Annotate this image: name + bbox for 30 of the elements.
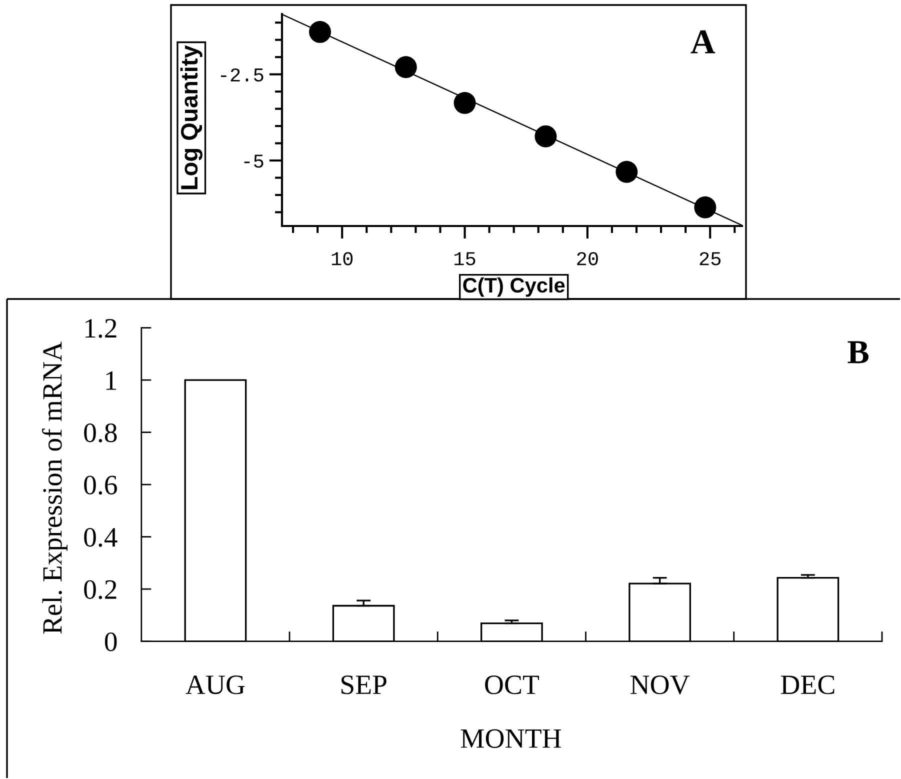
y-tick-label: 0.2: [84, 580, 116, 600]
x-tick-label: OCT: [485, 676, 540, 694]
y-tick-label: -2.5: [220, 68, 264, 82]
x-axis-title: MONTH: [460, 729, 562, 748]
x-tick-label: DEC: [780, 676, 834, 694]
x-tick-label: NOV: [630, 676, 690, 694]
y-tick-label: 0.8: [84, 423, 117, 442]
point: [616, 160, 638, 183]
x-tick-label: AUG: [186, 676, 245, 694]
y-tick-label: -5: [244, 154, 264, 168]
x-tick-label: 10: [332, 252, 353, 266]
x-tick-label: 15: [454, 252, 476, 266]
point: [309, 20, 332, 43]
y-tick-label: 1.2: [86, 319, 116, 338]
x-axis-title: C(T) Cycle: [463, 277, 565, 297]
x-tick-label: SEP: [342, 676, 386, 694]
point: [454, 92, 476, 114]
y-tick-label: 1: [106, 371, 116, 390]
point: [694, 196, 716, 218]
point: [534, 125, 557, 148]
y-tick-label: 0.4: [84, 528, 118, 547]
x-tick-label: 20: [577, 252, 598, 266]
y-tick-label: 0: [104, 632, 117, 652]
x-tick-label: 25: [700, 252, 721, 266]
point: [394, 56, 417, 78]
annotation: B: [848, 341, 868, 364]
y-axis-title: Rel. Expression of mRNA: [42, 342, 68, 634]
y-axis-title: Log Quantity: [180, 45, 202, 190]
annotation: A: [690, 30, 716, 54]
y-tick-label: 0.6: [84, 476, 117, 495]
